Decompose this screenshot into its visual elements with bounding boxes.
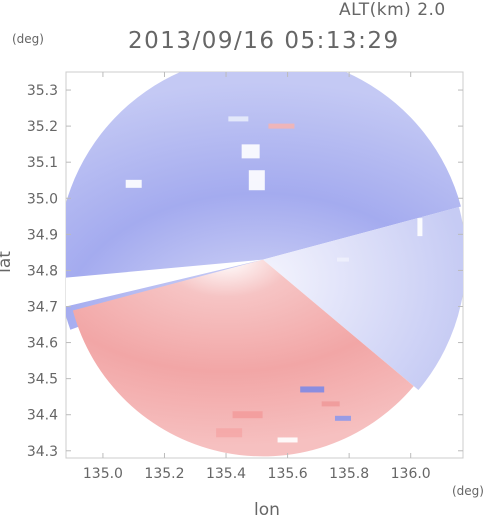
echo-streak <box>321 401 340 407</box>
altitude-label: ALT(km) 2.0 <box>339 0 446 20</box>
x-axis-unit: (deg) <box>452 484 484 498</box>
radar-data-layer <box>66 72 463 457</box>
echo-streak <box>336 257 349 262</box>
x-tick-label: 136.0 <box>391 466 431 482</box>
y-tick-label: 34.8 <box>27 263 58 279</box>
y-tick-label: 34.5 <box>27 372 58 388</box>
y-tick-label: 34.6 <box>27 336 58 352</box>
x-tick-label: 135.0 <box>83 466 123 482</box>
x-tick-label: 135.6 <box>268 466 308 482</box>
echo-streak <box>228 116 249 122</box>
y-tick-label: 35.2 <box>27 119 58 135</box>
blocked-beam-gap <box>66 259 263 307</box>
echo-streak <box>216 428 243 438</box>
y-tick-label: 34.4 <box>27 408 58 424</box>
echo-streak <box>268 123 295 129</box>
echo-streak <box>125 179 142 188</box>
y-tick-label: 35.0 <box>27 191 58 207</box>
y-tick-label: 34.9 <box>27 227 58 243</box>
y-tick-label: 34.7 <box>27 299 58 315</box>
echo-streak <box>241 144 260 159</box>
echo-streak <box>248 170 265 191</box>
x-tick-label: 135.4 <box>206 466 246 482</box>
y-axis-unit: (deg) <box>12 32 44 46</box>
x-axis-label: lon <box>254 500 280 520</box>
east-velocity-region <box>262 207 463 391</box>
echo-streak <box>300 386 325 393</box>
receding-velocity-region <box>72 259 414 457</box>
approaching-velocity-region <box>66 72 461 330</box>
y-tick-label: 34.3 <box>27 444 58 460</box>
y-tick-label: 35.1 <box>27 155 58 171</box>
chart-title: 2013/09/16 05:13:29 <box>128 28 400 54</box>
y-tick-label: 35.3 <box>27 83 58 99</box>
echo-streak <box>232 411 263 419</box>
echo-streak <box>334 415 351 421</box>
x-tick-label: 135.2 <box>144 466 184 482</box>
x-tick-label: 135.8 <box>329 466 369 482</box>
echo-streak <box>417 218 423 237</box>
echo-streak <box>277 437 298 443</box>
